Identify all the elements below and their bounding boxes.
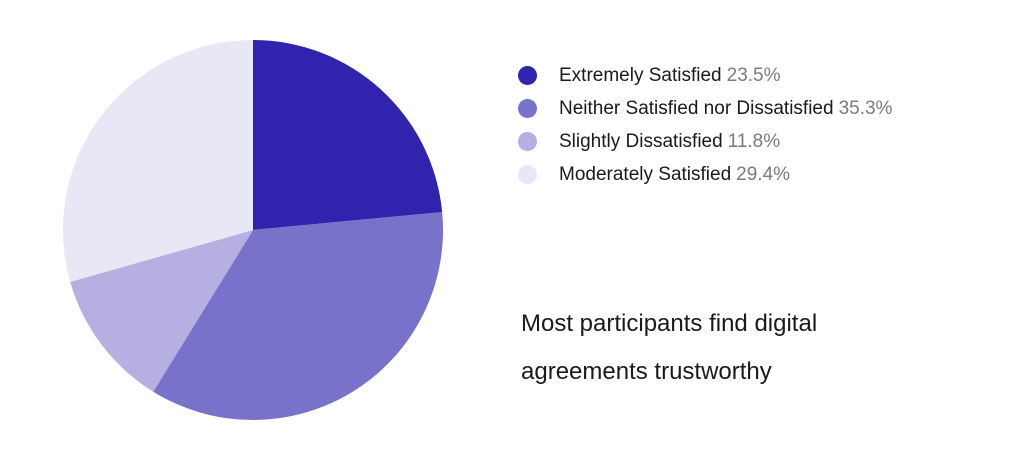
legend-value: 11.8% [727, 130, 781, 152]
pie-chart [63, 40, 443, 421]
legend-item-neither: Neither Satisfied nor Dissatisfied 35.3% [518, 92, 892, 125]
legend-label: Moderately Satisfied [559, 163, 732, 185]
legend: Extremely Satisfied 23.5% Neither Satisf… [518, 59, 892, 191]
legend-swatch [518, 99, 537, 118]
chart-caption: Most participants find digital agreement… [521, 310, 818, 385]
legend-swatch [518, 132, 537, 151]
legend-item-extremely-satisfied: Extremely Satisfied 23.5% [518, 59, 892, 92]
legend-value: 35.3% [838, 97, 893, 119]
pie-slice-slightly-dissatisfied [70, 230, 253, 392]
legend-label: Neither Satisfied nor Dissatisfied [559, 97, 834, 119]
pie-slice-neither-satisfied-nor-dissatisfied [153, 212, 443, 421]
legend-item-moderately-satisfied: Moderately Satisfied 29.4% [518, 158, 892, 191]
legend-swatch [518, 165, 537, 184]
pie-slice-moderately-satisfied [63, 40, 253, 282]
pie-slice-extremely-satisfied [253, 40, 443, 230]
legend-label: Extremely Satisfied [559, 64, 722, 86]
legend-item-slightly-dissatisfied: Slightly Dissatisfied 11.8% [518, 125, 892, 158]
legend-label: Slightly Dissatisfied [559, 130, 723, 152]
legend-value: 23.5% [726, 64, 781, 86]
legend-value: 29.4% [736, 163, 791, 185]
legend-swatch [518, 66, 537, 85]
